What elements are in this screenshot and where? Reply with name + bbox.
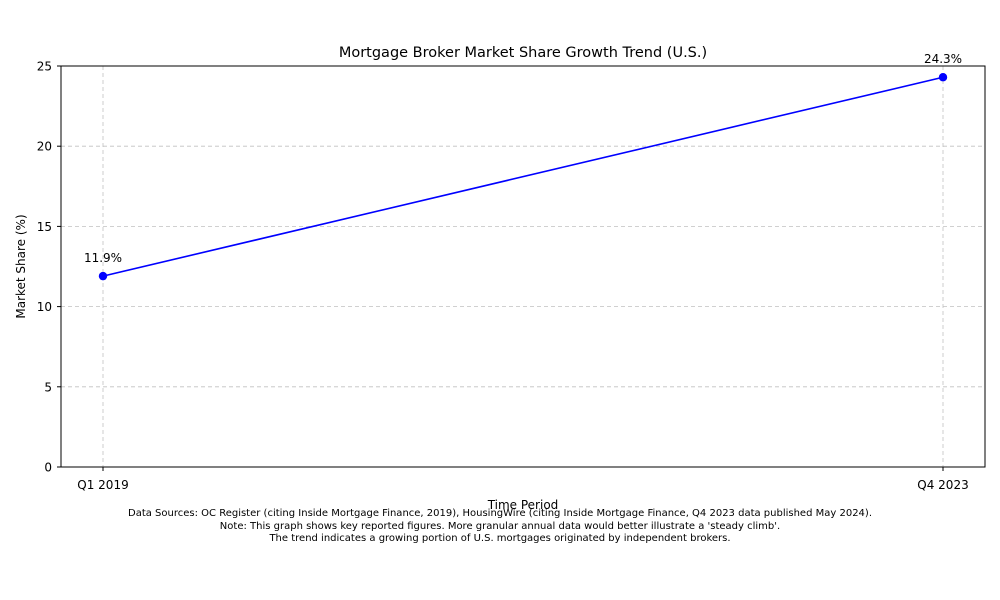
series-layer [98, 73, 948, 281]
plot-frame [60, 65, 986, 468]
tick-layer: 0 5 10 15 20 25 Q1 2019 Q4 2023 [37, 60, 969, 493]
grid [61, 65, 985, 468]
series-line [102, 76, 944, 277]
chart-title: Mortgage Broker Market Share Growth Tren… [339, 45, 707, 61]
y-tick-label: 0 [44, 461, 52, 475]
x-tick-label: Q1 2019 [77, 478, 128, 492]
y-tick-label: 15 [37, 220, 52, 234]
footnote-line: The trend indicates a growing portion of… [269, 533, 731, 544]
y-tick-label: 25 [37, 60, 52, 74]
y-axis-label: Market Share (%) [14, 214, 28, 318]
data-label: 24.3% [924, 52, 962, 66]
footnote-line: Note: This graph shows key reported figu… [219, 520, 781, 532]
x-axis-label: Time Period [487, 498, 559, 512]
footnotes: Data Sources: OC Register (citing Inside… [0, 508, 1000, 546]
footnote-line: Data Sources: OC Register (citing Inside… [128, 508, 872, 519]
data-point [938, 73, 948, 82]
data-label: 11.9% [84, 251, 122, 265]
y-tick-label: 5 [44, 380, 52, 394]
x-tick-label: Q4 2023 [917, 478, 968, 492]
y-tick-label: 20 [37, 140, 52, 154]
data-point [98, 271, 108, 281]
data-label-layer: 11.9% 24.3% [84, 52, 962, 265]
y-tick-label: 10 [37, 300, 52, 314]
